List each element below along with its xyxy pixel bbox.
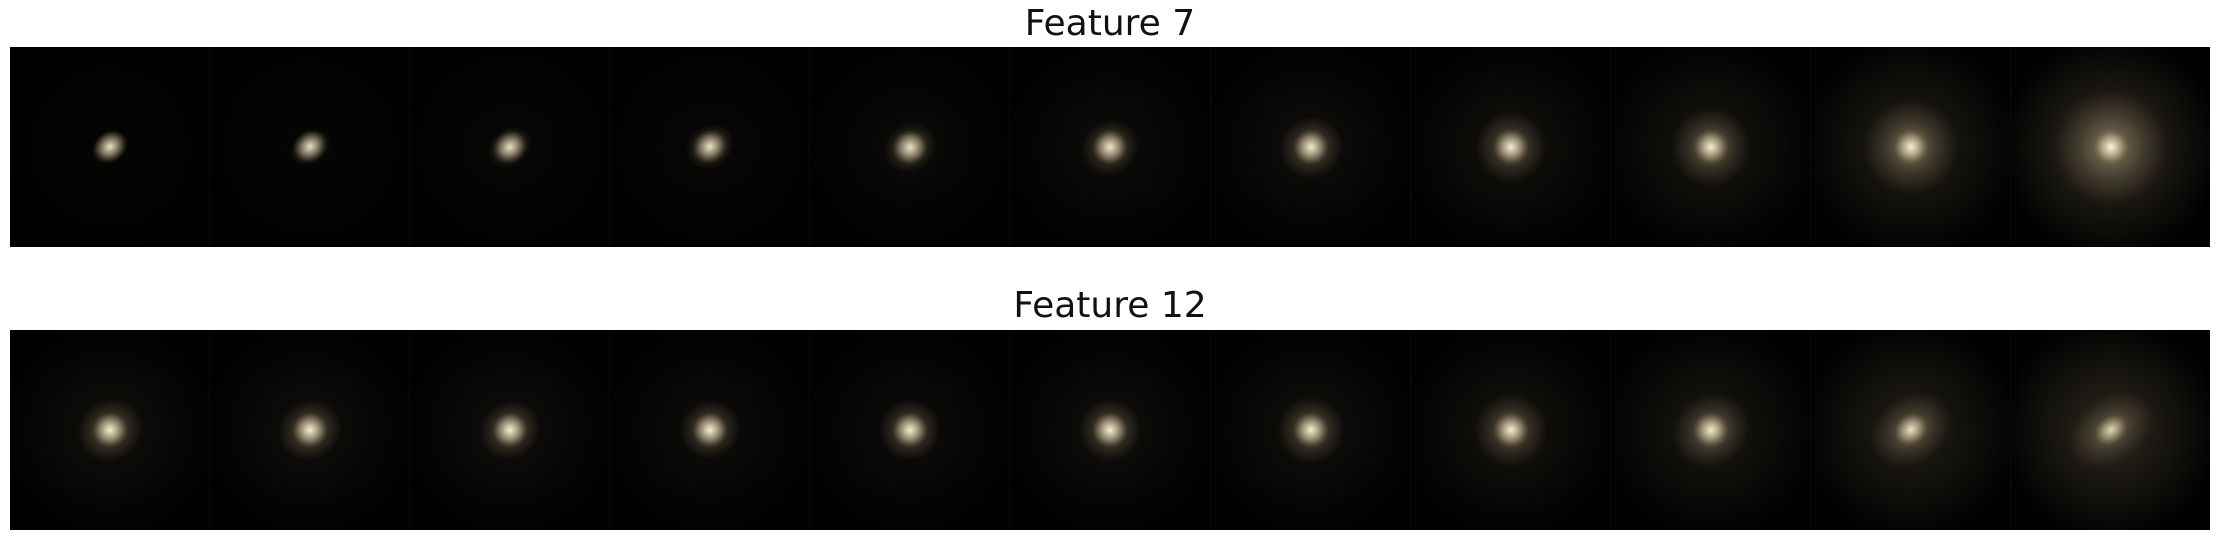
image-strip-feature-7: [10, 47, 2211, 247]
galaxy-frame: [1210, 47, 1411, 247]
galaxy-core: [2086, 123, 2135, 171]
galaxy-glow: [2030, 66, 2192, 228]
galaxy-glow: [1460, 96, 1561, 198]
galaxy-glow: [1843, 80, 1978, 214]
galaxy-core: [686, 406, 735, 454]
galaxy-frame: [1010, 330, 1211, 530]
galaxy-frame: [610, 47, 811, 247]
galaxy-core: [687, 124, 734, 170]
galaxy-frame: [1410, 330, 1611, 530]
galaxy-frame: [410, 330, 611, 530]
galaxy-core: [86, 406, 134, 454]
galaxy-core: [1086, 123, 1135, 171]
galaxy-core: [286, 406, 335, 454]
galaxy-core: [487, 124, 533, 170]
galaxy-frame: [1010, 47, 1211, 247]
galaxy-core: [87, 124, 133, 170]
galaxy-glow: [676, 114, 745, 180]
galaxy-glow: [2052, 375, 2170, 485]
galaxy-core: [1486, 123, 1535, 171]
galaxy-core: [1888, 407, 1934, 453]
galaxy-frame: [10, 47, 211, 247]
galaxy-glow: [282, 120, 338, 174]
galaxy-glow: [84, 122, 136, 172]
galaxy-core: [287, 124, 333, 170]
galaxy-frame: [1810, 47, 2011, 247]
galaxy-frame: [1610, 330, 1811, 530]
galaxy-frame: [1210, 330, 1411, 530]
galaxy-frame: [610, 330, 811, 530]
galaxy-glow: [867, 386, 954, 474]
galaxy-frame: [810, 47, 1011, 247]
galaxy-glow: [1855, 377, 1967, 483]
galaxy-core: [1286, 123, 1335, 171]
galaxy-core: [886, 123, 934, 171]
galaxy-frame: [210, 47, 411, 247]
galaxy-glow: [1065, 385, 1156, 475]
galaxy-glow: [1265, 102, 1356, 192]
galaxy-core: [2089, 409, 2133, 451]
galaxy-core: [886, 406, 935, 454]
galaxy-frame: [2010, 330, 2211, 530]
galaxy-frame: [410, 47, 611, 247]
galaxy-glow: [1657, 377, 1765, 483]
galaxy-glow: [873, 110, 948, 183]
galaxy-core: [1286, 406, 1335, 454]
galaxy-frame: [1410, 47, 1611, 247]
galaxy-glow: [265, 386, 355, 474]
galaxy-glow: [64, 385, 156, 475]
galaxy-core: [1886, 123, 1935, 171]
galaxy-frame: [210, 330, 411, 530]
galaxy-glow: [1263, 382, 1358, 478]
galaxy-frame: [2010, 47, 2211, 247]
galaxy-frame: [1610, 47, 1811, 247]
galaxy-glow: [467, 387, 554, 473]
row-title-feature-7: Feature 7: [1024, 3, 1196, 44]
row-title-feature-12: Feature 12: [1013, 285, 1207, 326]
image-strip-feature-12: [10, 330, 2211, 530]
galaxy-glow: [667, 388, 753, 472]
galaxy-core: [1486, 406, 1535, 454]
galaxy-core: [1086, 406, 1135, 454]
galaxy-glow: [1655, 91, 1767, 203]
galaxy-glow: [1070, 107, 1151, 187]
galaxy-core: [1686, 123, 1735, 171]
galaxy-glow: [1459, 378, 1563, 482]
galaxy-core: [486, 406, 535, 454]
galaxy-glow: [479, 117, 541, 177]
galaxy-frame: [10, 330, 211, 530]
galaxy-core: [1686, 406, 1735, 454]
galaxy-frame: [1810, 330, 2011, 530]
galaxy-frame: [810, 330, 1011, 530]
